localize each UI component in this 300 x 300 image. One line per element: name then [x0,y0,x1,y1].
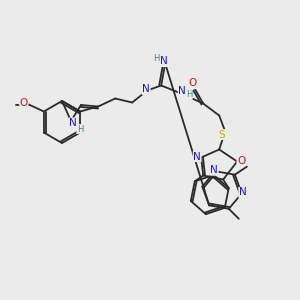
Text: O: O [237,155,245,166]
Text: S: S [219,130,226,140]
Text: N: N [210,165,218,175]
Text: N: N [69,118,77,128]
Text: H: H [77,124,83,134]
Text: H: H [186,90,192,99]
Text: H: H [153,54,159,63]
Text: N: N [178,86,186,97]
Text: O: O [188,79,196,88]
Text: N: N [160,56,168,67]
Text: N: N [193,152,201,161]
Text: N: N [239,188,247,197]
Text: O: O [20,98,28,107]
Text: N: N [142,85,150,94]
